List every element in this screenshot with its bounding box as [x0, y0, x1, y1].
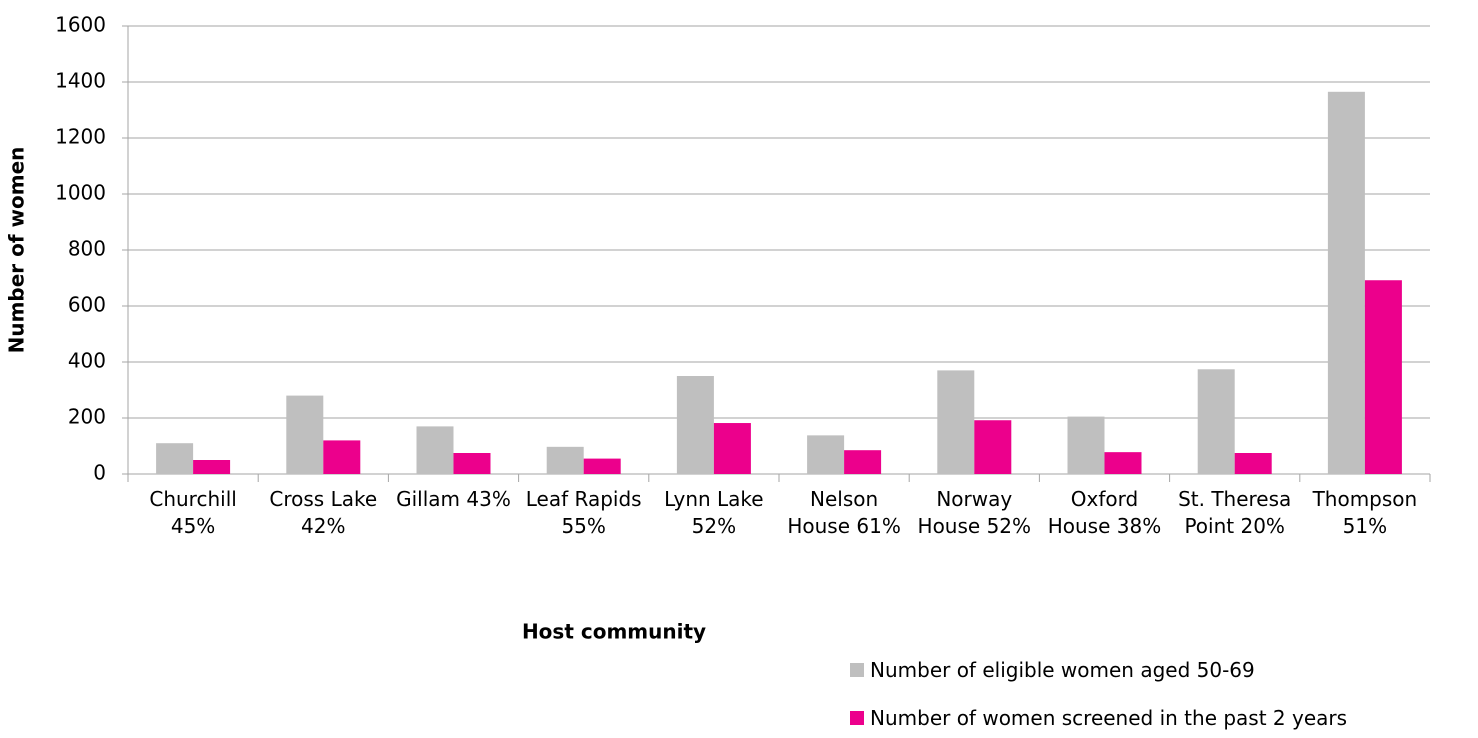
x-tick-label: Churchill 45% — [149, 487, 237, 538]
legend-item: Number of eligible women aged 50-69 — [850, 658, 1255, 682]
bar — [974, 420, 1012, 474]
legend-label: Number of women screened in the past 2 y… — [870, 706, 1348, 730]
y-tick-label: 0 — [93, 461, 106, 485]
x-tick-label: Lynn Lake 52% — [664, 487, 764, 538]
y-tick-label: 600 — [68, 293, 106, 317]
bar — [937, 370, 975, 474]
bar — [1197, 369, 1235, 474]
bar — [1067, 416, 1105, 474]
x-tick-label: St. Theresa Point 20% — [1178, 487, 1292, 538]
bar — [1364, 280, 1402, 474]
y-tick-label: 1000 — [55, 181, 106, 205]
bar — [453, 453, 491, 474]
legend-swatch — [850, 663, 864, 677]
y-tick-label: 1200 — [55, 125, 106, 149]
x-tick-label: Oxford House 38% — [1047, 487, 1162, 538]
x-tick-label: Norway House 52% — [917, 487, 1032, 538]
x-tick-label: Nelson House 61% — [787, 487, 901, 538]
x-tick-label: Leaf Rapids 55% — [525, 487, 642, 538]
x-axis-label: Host community — [522, 620, 706, 644]
bar — [1327, 91, 1365, 475]
x-tick-label: Thompson 51% — [1312, 487, 1418, 538]
bar — [844, 450, 882, 474]
bar — [546, 446, 584, 474]
bar — [713, 423, 751, 474]
y-tick-label: 200 — [68, 405, 106, 429]
bar — [583, 458, 621, 474]
y-tick-label: 1400 — [55, 69, 106, 93]
legend-item: Number of women screened in the past 2 y… — [850, 706, 1347, 730]
y-tick-label: 400 — [68, 349, 106, 373]
x-tick-label: Cross Lake 42% — [269, 487, 378, 538]
bar — [323, 440, 361, 474]
bar — [416, 426, 454, 474]
legend-swatch — [850, 711, 864, 725]
bar — [1104, 452, 1142, 474]
y-axis-label: Number of women — [5, 147, 29, 354]
bar — [193, 460, 231, 474]
bar — [156, 443, 194, 474]
bar — [286, 395, 324, 474]
y-tick-label: 800 — [68, 237, 106, 261]
x-tick-label: Gillam 43% — [396, 487, 511, 511]
bar — [1234, 453, 1272, 474]
y-tick-label: 1600 — [55, 13, 106, 37]
legend-label: Number of eligible women aged 50-69 — [870, 658, 1255, 682]
bar — [807, 435, 845, 474]
bar — [676, 376, 714, 474]
